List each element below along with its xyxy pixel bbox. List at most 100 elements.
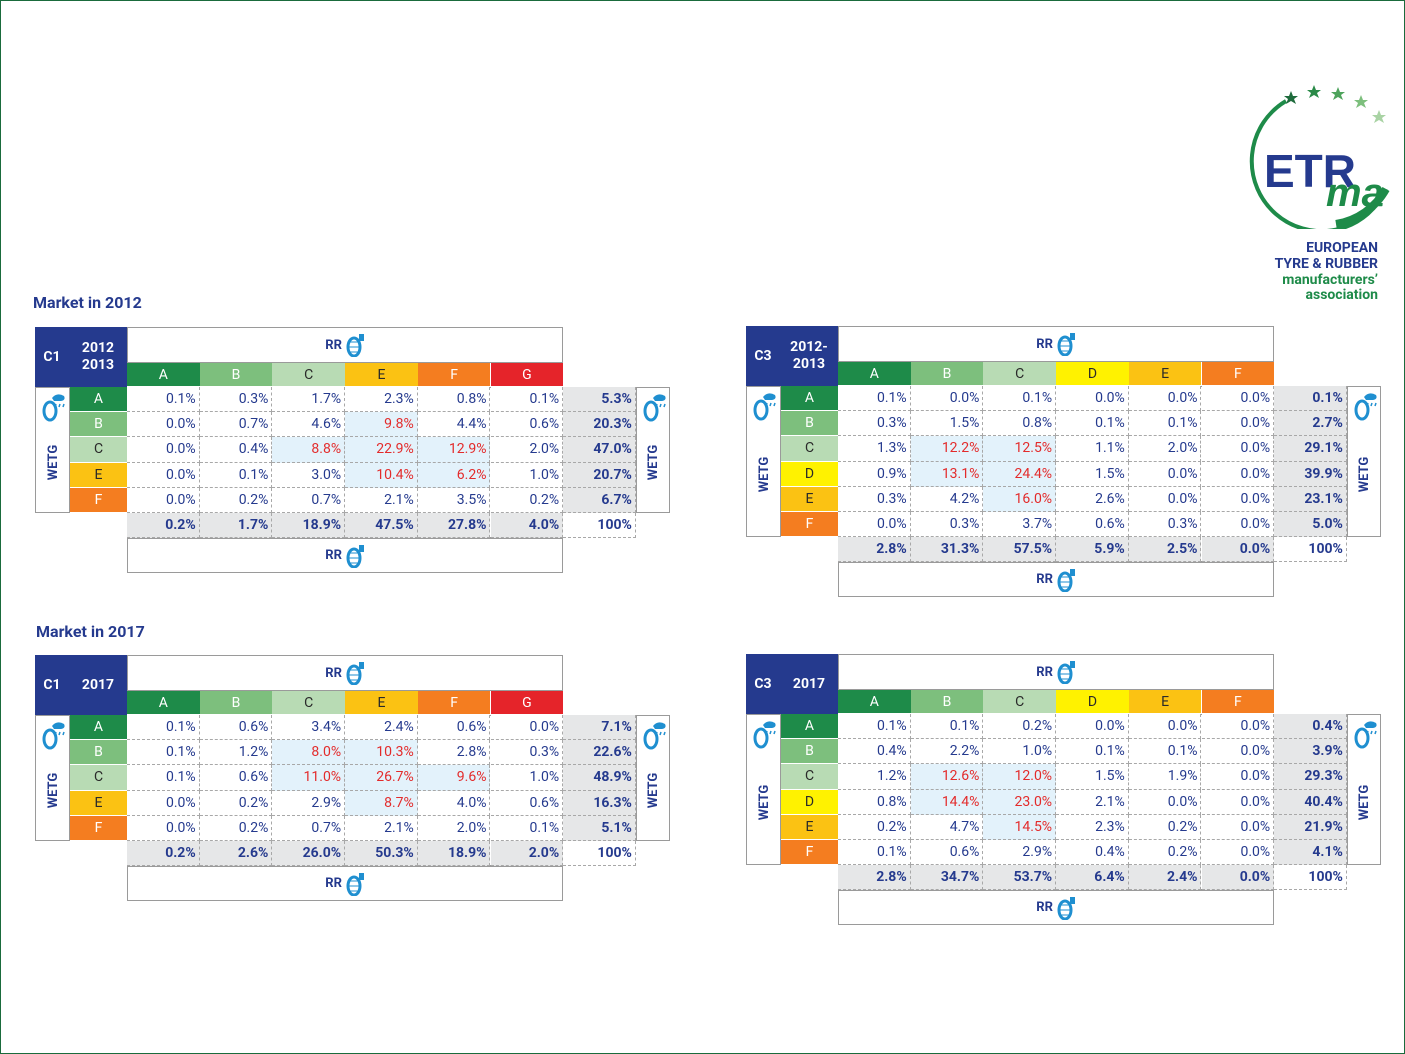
row-total: 20.3% (563, 412, 636, 438)
cell: 0.2% (1128, 840, 1202, 866)
cell: 12.9% (417, 437, 491, 463)
cell: 2.4% (345, 715, 418, 741)
row-label: F (781, 840, 838, 866)
cell: 9.8% (345, 412, 418, 438)
cell: 0.0% (1201, 814, 1275, 840)
column-total: 2.4% (1128, 865, 1202, 891)
grand-total: 100% (1274, 865, 1347, 891)
column-total: 57.5% (983, 537, 1057, 563)
cell: 12.5% (983, 436, 1057, 462)
cell: 0.1% (1056, 739, 1129, 765)
wetg-block: WETG (635, 715, 670, 841)
corner (35, 655, 127, 715)
cell: 22.9% (345, 437, 418, 463)
cell: 4.6% (272, 412, 346, 438)
cell: 0.2% (838, 814, 911, 840)
cell: 12.0% (983, 764, 1057, 790)
row-total: 39.9% (1274, 461, 1347, 487)
column-header: B (199, 691, 273, 715)
cell: 0.0% (1128, 386, 1202, 412)
period-line: 2013 (792, 356, 826, 372)
row-label: C (781, 436, 838, 462)
column-total: 26.0% (272, 841, 346, 867)
wetg-label: WETG (1356, 784, 1372, 820)
rr-label: RR (325, 337, 342, 353)
cell: 8.7% (345, 790, 418, 816)
cell: 2.1% (1056, 789, 1129, 815)
rr-box: RR (838, 326, 1275, 362)
column-header: G (490, 691, 564, 715)
wetg-block: WETG (1346, 386, 1381, 538)
rr-label: RR (1036, 664, 1053, 680)
logo-acronym: ETR (1264, 145, 1356, 197)
period-line: 2013 (81, 357, 115, 373)
cell: 0.3% (838, 411, 911, 437)
logo-name: manufacturers’ (1282, 272, 1378, 288)
cell: 2.0% (490, 437, 564, 463)
grand-total: 100% (1274, 537, 1347, 563)
cell: 6.2% (417, 462, 491, 488)
row-label: A (781, 386, 838, 412)
cell: 9.6% (417, 765, 491, 791)
column-header: C (983, 690, 1057, 714)
row-total: 5.0% (1274, 512, 1347, 538)
cell: 8.8% (272, 437, 346, 463)
rr-box: RR (127, 866, 564, 902)
wet-icon (753, 721, 776, 749)
cell: 0.3% (1128, 512, 1202, 538)
rr-box: RR (127, 327, 564, 363)
column-header: F (1201, 690, 1275, 714)
cell: 0.6% (490, 790, 564, 816)
cell: 12.6% (910, 764, 984, 790)
cell: 23.0% (983, 789, 1057, 815)
cell: 0.3% (910, 512, 984, 538)
cell: 0.0% (910, 386, 984, 412)
cell: 0.1% (838, 714, 911, 740)
cell: 14.5% (983, 814, 1057, 840)
row-label: C (70, 765, 127, 791)
logo-name: association (1305, 287, 1378, 303)
wetg-label: WETG (757, 456, 772, 492)
row-total: 5.3% (563, 387, 636, 413)
row-total: 47.0% (563, 437, 636, 463)
cell: 0.3% (199, 387, 273, 413)
wet-icon (753, 393, 776, 421)
wetg-block: WETG (35, 715, 70, 841)
period: 2012- 2013 (780, 326, 838, 386)
cell: 0.0% (1056, 714, 1129, 740)
cell: 14.4% (910, 789, 984, 815)
cell: 0.0% (127, 487, 200, 513)
cell: 2.1% (345, 815, 418, 841)
cell: 0.4% (199, 437, 273, 463)
cell: 0.0% (1201, 739, 1275, 765)
cell: 0.0% (490, 715, 564, 741)
row-label: F (70, 815, 127, 841)
row-label: F (781, 512, 838, 538)
column-header: A (838, 362, 911, 386)
tyre-icon (1057, 568, 1075, 592)
tyre-icon (346, 872, 364, 896)
column-header: A (127, 691, 200, 715)
row-label: E (70, 790, 127, 816)
row-label: B (781, 739, 838, 765)
cell: 0.0% (1201, 764, 1275, 790)
logo-arc (1335, 186, 1390, 228)
row-label: C (70, 437, 127, 463)
cell: 0.7% (272, 487, 346, 513)
cell: 0.1% (1128, 411, 1202, 437)
logo-stars (1284, 85, 1386, 123)
wet-icon (42, 722, 65, 750)
cell: 0.2% (1128, 814, 1202, 840)
cell: 1.5% (1056, 764, 1129, 790)
cell: 0.0% (127, 815, 200, 841)
column-total: 2.5% (1128, 537, 1202, 563)
cell: 0.1% (838, 386, 911, 412)
cell: 0.0% (1201, 486, 1275, 512)
rr-label: RR (325, 665, 342, 681)
cell: 0.1% (127, 740, 200, 766)
cell: 1.0% (490, 765, 564, 791)
cell: 0.2% (199, 790, 273, 816)
column-total: 5.9% (1056, 537, 1129, 563)
cell: 2.8% (417, 740, 491, 766)
tyre-icon (1057, 333, 1075, 356)
